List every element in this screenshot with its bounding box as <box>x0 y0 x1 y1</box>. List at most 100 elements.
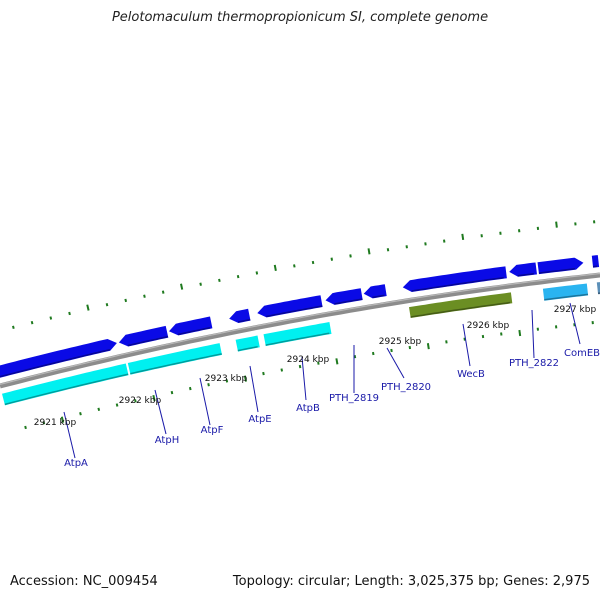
gene-other-1 <box>596 282 600 295</box>
inner-tick <box>335 358 339 365</box>
gene-reverse-4-shade <box>265 332 330 346</box>
leader-atpb <box>301 356 307 401</box>
gene-label-wecb: WecB <box>457 369 485 380</box>
outer-tick <box>461 233 465 241</box>
labels: 2921 kbp 2922 kbp 2923 kbp 2924 kbp 2925 kbp… <box>34 305 600 469</box>
leader-atpf <box>199 377 211 426</box>
gene-atpa-forward-shade <box>0 348 111 378</box>
leader-atph <box>154 389 167 435</box>
gene-pth2820-forward-shade <box>372 294 385 299</box>
gene-label-atpe: AtpE <box>248 414 271 425</box>
gene-pth2819-forward <box>325 288 363 305</box>
outer-tick <box>330 257 334 261</box>
outer-tick <box>199 282 202 286</box>
gene-comeb-forward-shade <box>538 268 576 274</box>
outer-tick-marks <box>12 220 596 330</box>
leader-atpa <box>63 411 76 459</box>
inner-tick <box>42 421 46 425</box>
leader-pth_2820 <box>386 347 405 379</box>
gene-reverse-5-shade <box>544 293 589 301</box>
gene-atpa-forward <box>0 339 117 378</box>
outer-tick <box>180 283 184 290</box>
inner-tick <box>280 368 284 372</box>
inner-tick <box>134 399 137 403</box>
outer-tick <box>293 264 296 268</box>
outer-tick <box>311 260 315 265</box>
gene-comeb-forward <box>537 257 584 275</box>
gene-label-atpf: AtpF <box>201 425 224 436</box>
gene-reverse-1-shade <box>4 373 129 406</box>
gene-features <box>0 255 600 406</box>
map-title: Pelotomaculum thermopropionicum SI, comp… <box>111 10 489 25</box>
inner-tick <box>188 386 192 391</box>
gene-pth2819-forward-shade <box>334 298 363 305</box>
accession-text: Accession: NC_009454 <box>10 574 158 589</box>
gene-atpf-forward-shade <box>177 326 211 336</box>
gene-label-atpa: AtpA <box>64 458 88 469</box>
leader-comeb <box>569 302 581 345</box>
outer-tick <box>273 264 277 272</box>
outer-tick <box>124 298 128 303</box>
gene-label-atpb: AtpB <box>296 403 320 414</box>
gene-rna-1-shade <box>410 301 511 318</box>
inner-tick-marks <box>24 320 594 430</box>
gene-rna-1 <box>409 292 513 318</box>
inner-tick <box>115 403 119 407</box>
gene-reverse-4 <box>263 322 332 347</box>
inner-tick <box>298 364 302 369</box>
gene-reverse-5 <box>542 283 589 301</box>
gene-atpb-forward-shade <box>266 305 323 318</box>
genome-summary-text: Topology: circular; Length: 3,025,375 bp… <box>232 574 590 589</box>
inner-tick <box>518 329 522 337</box>
gene-label-comeb: ComEB <box>564 348 600 359</box>
backbone-highlight <box>0 272 600 386</box>
gene-label-pth-2820: PTH_2820 <box>381 382 431 393</box>
gene-label-atph: AtpH <box>155 435 179 446</box>
outer-tick <box>255 271 259 275</box>
gene-reverse-3-shade <box>237 345 258 352</box>
gene-reverse-1 <box>2 363 129 406</box>
gene-label-pth-2822: PTH_2822 <box>509 358 559 369</box>
outer-tick <box>367 248 371 255</box>
outer-tick <box>161 290 165 294</box>
tick-label-2921: 2921 kbp <box>34 418 77 428</box>
inner-tick <box>225 379 229 383</box>
inner-tick <box>79 412 82 416</box>
inner-tick <box>243 375 248 382</box>
outer-tick <box>49 316 53 320</box>
gene-atpe-forward <box>229 308 251 323</box>
tick-label-2926: 2926 kbp <box>467 321 510 331</box>
gene-pth2822-forward <box>509 262 537 277</box>
gene-atpe-forward-shade <box>238 318 251 323</box>
inner-tick <box>152 394 156 402</box>
inner-tick <box>207 383 210 387</box>
inner-tick <box>317 361 320 365</box>
gene-wecb-forward <box>402 266 507 292</box>
gene-atph-forward-shade <box>127 335 169 347</box>
gene-reverse-3 <box>235 335 260 352</box>
outer-tick <box>218 278 221 283</box>
tick-label-2927: 2927 kbp <box>554 305 597 315</box>
inner-tick <box>353 354 357 359</box>
outer-tick <box>236 274 240 279</box>
gene-atpf-forward <box>169 316 213 336</box>
gene-atph-forward <box>118 325 169 347</box>
gene-reverse-2 <box>127 343 222 375</box>
backbone-line <box>0 272 600 389</box>
leader-atpe <box>249 365 259 413</box>
outer-tick <box>30 320 34 325</box>
genome-backbone <box>0 272 600 389</box>
tick-label-2925: 2925 kbp <box>379 337 422 347</box>
leader-wecb <box>462 323 471 367</box>
outer-tick <box>105 303 109 307</box>
outer-tick <box>68 311 71 316</box>
gene-reverse-2-shade <box>130 353 222 375</box>
outer-tick <box>349 254 352 258</box>
gene-pth2822-forward-shade <box>517 272 535 277</box>
inner-tick <box>170 390 174 395</box>
gene-label-pth-2819: PTH_2819 <box>329 393 379 404</box>
inner-tick <box>60 416 65 423</box>
inner-tick <box>262 371 265 376</box>
tick-label-2922: 2922 kbp <box>119 396 162 406</box>
